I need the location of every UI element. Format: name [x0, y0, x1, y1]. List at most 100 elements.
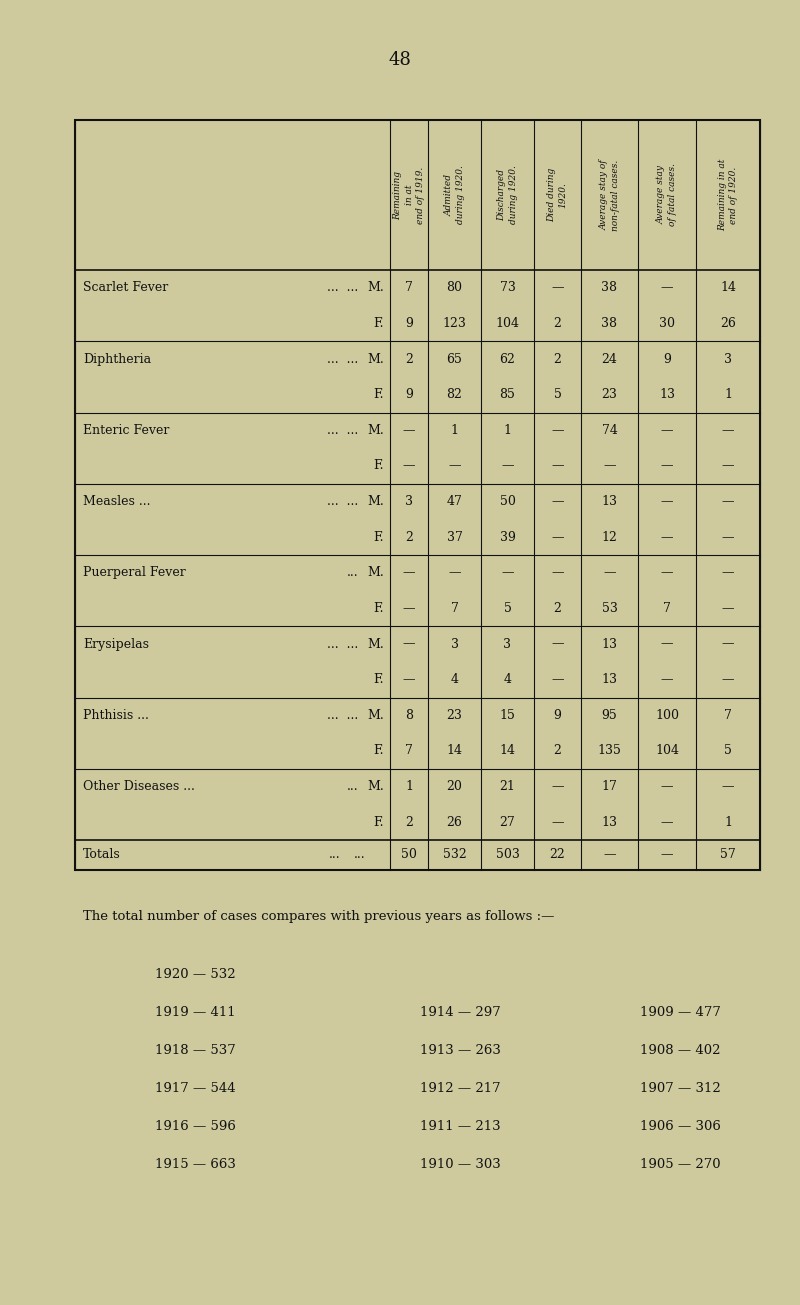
Text: 1915 — 663: 1915 — 663 [155, 1159, 236, 1172]
Text: 50: 50 [401, 848, 417, 861]
Text: 13: 13 [659, 388, 675, 401]
Text: —: — [661, 424, 674, 437]
Text: 1916 — 596: 1916 — 596 [155, 1121, 236, 1134]
Text: 1909 — 477: 1909 — 477 [640, 1006, 721, 1019]
Text: —: — [551, 531, 564, 544]
Text: —: — [551, 424, 564, 437]
Text: Admitted
during 1920.: Admitted during 1920. [444, 166, 465, 224]
Text: —: — [722, 495, 734, 508]
Text: F.: F. [374, 317, 384, 330]
Text: 7: 7 [405, 744, 413, 757]
Text: Phthisis ...: Phthisis ... [83, 709, 149, 722]
Text: 30: 30 [659, 317, 675, 330]
Text: Discharged
during 1920.: Discharged during 1920. [498, 166, 518, 224]
Text: 37: 37 [446, 531, 462, 544]
Text: 82: 82 [446, 388, 462, 401]
Text: Average stay
of fatal cases.: Average stay of fatal cases. [657, 163, 678, 227]
Text: 74: 74 [602, 424, 618, 437]
Text: 135: 135 [598, 744, 622, 757]
Text: 15: 15 [499, 709, 515, 722]
Text: 21: 21 [499, 780, 515, 793]
Text: 1: 1 [405, 780, 413, 793]
Text: 7: 7 [405, 282, 413, 295]
Text: —: — [661, 638, 674, 651]
Text: 1: 1 [503, 424, 511, 437]
Text: —: — [661, 282, 674, 295]
Text: —: — [661, 531, 674, 544]
Text: —: — [551, 816, 564, 829]
Text: 9: 9 [554, 709, 562, 722]
Text: 53: 53 [602, 602, 618, 615]
Text: M.: M. [367, 709, 384, 722]
Text: —: — [402, 638, 415, 651]
Text: 1911 — 213: 1911 — 213 [420, 1121, 501, 1134]
Text: 47: 47 [446, 495, 462, 508]
Text: M.: M. [367, 352, 384, 365]
Text: 57: 57 [720, 848, 736, 861]
Text: 100: 100 [655, 709, 679, 722]
Text: ...: ... [329, 848, 341, 861]
Text: F.: F. [374, 388, 384, 401]
Text: —: — [551, 638, 564, 651]
Text: 1: 1 [724, 388, 732, 401]
Text: —: — [722, 459, 734, 472]
Text: 24: 24 [602, 352, 618, 365]
Text: 2: 2 [405, 816, 413, 829]
Text: 7: 7 [450, 602, 458, 615]
Text: 1910 — 303: 1910 — 303 [420, 1159, 501, 1172]
Text: 4: 4 [450, 673, 458, 686]
Text: —: — [661, 848, 674, 861]
Text: 14: 14 [720, 282, 736, 295]
Text: 1918 — 537: 1918 — 537 [155, 1044, 236, 1057]
Text: 1907 — 312: 1907 — 312 [640, 1083, 721, 1095]
Text: —: — [402, 424, 415, 437]
Text: —: — [448, 566, 461, 579]
Text: 2: 2 [554, 744, 562, 757]
Text: 48: 48 [389, 51, 411, 69]
Text: —: — [661, 673, 674, 686]
Text: —: — [502, 459, 514, 472]
Text: —: — [661, 459, 674, 472]
Text: 3: 3 [450, 638, 458, 651]
Text: —: — [722, 531, 734, 544]
Text: —: — [722, 424, 734, 437]
Text: 14: 14 [446, 744, 462, 757]
Text: 1917 — 544: 1917 — 544 [155, 1083, 236, 1095]
Text: 503: 503 [495, 848, 519, 861]
Text: ...: ... [346, 566, 358, 579]
Text: —: — [402, 459, 415, 472]
Text: 1: 1 [450, 424, 458, 437]
Text: Other Diseases ...: Other Diseases ... [83, 780, 195, 793]
Text: 14: 14 [499, 744, 515, 757]
Text: 532: 532 [442, 848, 466, 861]
Text: 23: 23 [446, 709, 462, 722]
Text: ...  ...: ... ... [326, 709, 358, 722]
Text: —: — [551, 282, 564, 295]
Text: Remaining
in at
end of 1919.: Remaining in at end of 1919. [393, 166, 425, 223]
Text: —: — [722, 673, 734, 686]
Text: Enteric Fever: Enteric Fever [83, 424, 170, 437]
Text: 1913 — 263: 1913 — 263 [420, 1044, 501, 1057]
Text: —: — [551, 566, 564, 579]
Text: 3: 3 [724, 352, 732, 365]
Text: 73: 73 [499, 282, 515, 295]
Text: 27: 27 [500, 816, 515, 829]
Text: 80: 80 [446, 282, 462, 295]
Text: 1919 — 411: 1919 — 411 [155, 1006, 236, 1019]
Text: 4: 4 [503, 673, 511, 686]
Text: 7: 7 [663, 602, 671, 615]
Text: 1920 — 532: 1920 — 532 [155, 968, 236, 981]
Text: ...  ...: ... ... [326, 352, 358, 365]
Text: 104: 104 [495, 317, 519, 330]
Text: 3: 3 [405, 495, 413, 508]
Text: 1905 — 270: 1905 — 270 [640, 1159, 721, 1172]
Text: 1912 — 217: 1912 — 217 [420, 1083, 501, 1095]
Text: —: — [603, 566, 616, 579]
Text: 2: 2 [554, 602, 562, 615]
Text: M.: M. [367, 424, 384, 437]
Text: Erysipelas: Erysipelas [83, 638, 149, 651]
Text: 95: 95 [602, 709, 618, 722]
Text: —: — [448, 459, 461, 472]
Text: —: — [551, 673, 564, 686]
Text: F.: F. [374, 459, 384, 472]
